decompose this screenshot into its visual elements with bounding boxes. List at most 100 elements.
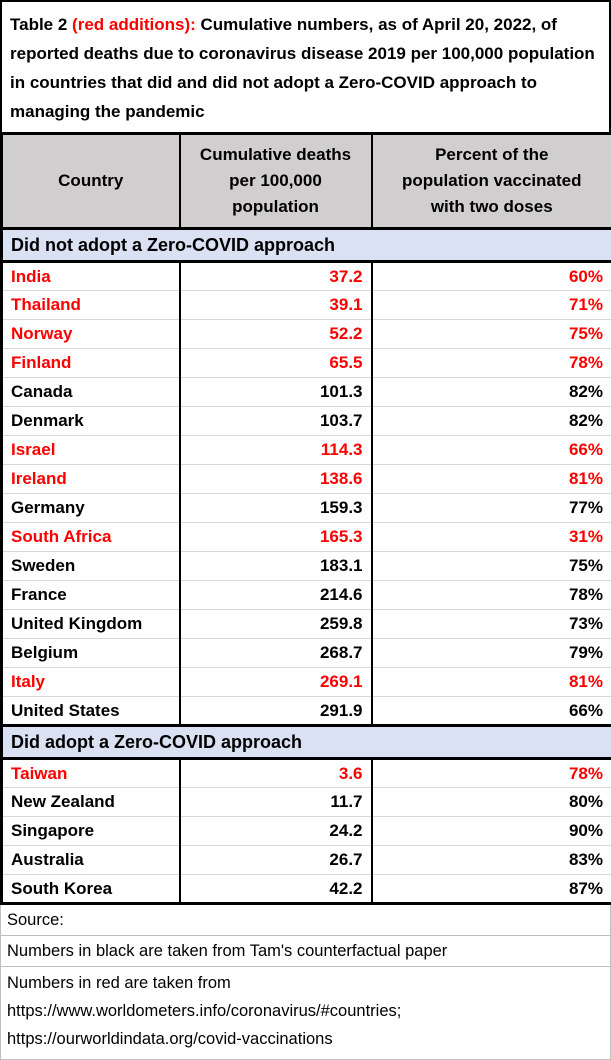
deaths-cell: 268.7	[180, 639, 372, 668]
deaths-cell: 52.2	[180, 320, 372, 349]
deaths-cell: 214.6	[180, 581, 372, 610]
vaccinated-cell: 82%	[372, 378, 611, 407]
deaths-cell: 291.9	[180, 697, 372, 726]
section-header: Did adopt a Zero-COVID approach	[2, 726, 611, 759]
vaccinated-cell: 81%	[372, 465, 611, 494]
vaccinated-cell: 77%	[372, 494, 611, 523]
vaccinated-cell: 78%	[372, 759, 611, 788]
country-cell: Thailand	[2, 291, 180, 320]
section-header: Did not adopt a Zero-COVID approach	[2, 229, 611, 262]
deaths-cell: 138.6	[180, 465, 372, 494]
country-cell: Italy	[2, 668, 180, 697]
deaths-cell: 3.6	[180, 759, 372, 788]
deaths-cell: 165.3	[180, 523, 372, 552]
footer: Source: Numbers in black are taken from …	[0, 905, 611, 1060]
country-cell: Canada	[2, 378, 180, 407]
vaccinated-cell: 31%	[372, 523, 611, 552]
deaths-cell: 269.1	[180, 668, 372, 697]
covid-deaths-table: Country Cumulative deaths per 100,000 po…	[0, 132, 611, 905]
header-row: Country Cumulative deaths per 100,000 po…	[2, 134, 611, 229]
deaths-cell: 24.2	[180, 817, 372, 846]
footer-note-black: Numbers in black are taken from Tam's co…	[0, 936, 611, 967]
column-header-country: Country	[2, 134, 180, 229]
column-header-vaccinated: Percent of the population vaccinated wit…	[372, 134, 611, 229]
deaths-cell: 159.3	[180, 494, 372, 523]
country-cell: Taiwan	[2, 759, 180, 788]
vaccinated-cell: 87%	[372, 875, 611, 904]
vaccinated-cell: 82%	[372, 407, 611, 436]
country-cell: United States	[2, 697, 180, 726]
deaths-cell: 101.3	[180, 378, 372, 407]
vaccinated-cell: 78%	[372, 581, 611, 610]
country-cell: South Korea	[2, 875, 180, 904]
vaccinated-cell: 66%	[372, 436, 611, 465]
vaccinated-cell: 80%	[372, 788, 611, 817]
deaths-cell: 183.1	[180, 552, 372, 581]
vaccinated-cell: 75%	[372, 320, 611, 349]
deaths-cell: 259.8	[180, 610, 372, 639]
column-header-deaths: Cumulative deaths per 100,000 population	[180, 134, 372, 229]
vaccinated-cell: 71%	[372, 291, 611, 320]
country-cell: Finland	[2, 349, 180, 378]
country-cell: Australia	[2, 846, 180, 875]
deaths-cell: 39.1	[180, 291, 372, 320]
country-cell: South Africa	[2, 523, 180, 552]
deaths-cell: 11.7	[180, 788, 372, 817]
vaccinated-cell: 73%	[372, 610, 611, 639]
vaccinated-cell: 75%	[372, 552, 611, 581]
deaths-cell: 42.2	[180, 875, 372, 904]
country-cell: Denmark	[2, 407, 180, 436]
deaths-cell: 65.5	[180, 349, 372, 378]
vaccinated-cell: 79%	[372, 639, 611, 668]
country-cell: Ireland	[2, 465, 180, 494]
section-header-row: Did adopt a Zero-COVID approach	[2, 726, 611, 759]
vaccinated-cell: 90%	[372, 817, 611, 846]
country-cell: Israel	[2, 436, 180, 465]
table-title: Table 2 (red additions): Cumulative numb…	[0, 0, 611, 132]
country-cell: Norway	[2, 320, 180, 349]
deaths-cell: 114.3	[180, 436, 372, 465]
country-cell: France	[2, 581, 180, 610]
country-cell: Germany	[2, 494, 180, 523]
source-label: Source:	[0, 905, 611, 936]
country-cell: Sweden	[2, 552, 180, 581]
country-cell: India	[2, 262, 180, 291]
footer-note-red: Numbers in red are taken from https://ww…	[0, 967, 611, 1060]
deaths-cell: 37.2	[180, 262, 372, 291]
country-cell: United Kingdom	[2, 610, 180, 639]
section-header-row: Did not adopt a Zero-COVID approach	[2, 229, 611, 262]
vaccinated-cell: 81%	[372, 668, 611, 697]
deaths-cell: 103.7	[180, 407, 372, 436]
vaccinated-cell: 78%	[372, 349, 611, 378]
vaccinated-cell: 66%	[372, 697, 611, 726]
country-cell: Belgium	[2, 639, 180, 668]
title-red-annotation: (red additions):	[72, 15, 196, 34]
country-cell: New Zealand	[2, 788, 180, 817]
country-cell: Singapore	[2, 817, 180, 846]
deaths-cell: 26.7	[180, 846, 372, 875]
vaccinated-cell: 60%	[372, 262, 611, 291]
title-text-prefix: Table 2	[10, 15, 72, 34]
